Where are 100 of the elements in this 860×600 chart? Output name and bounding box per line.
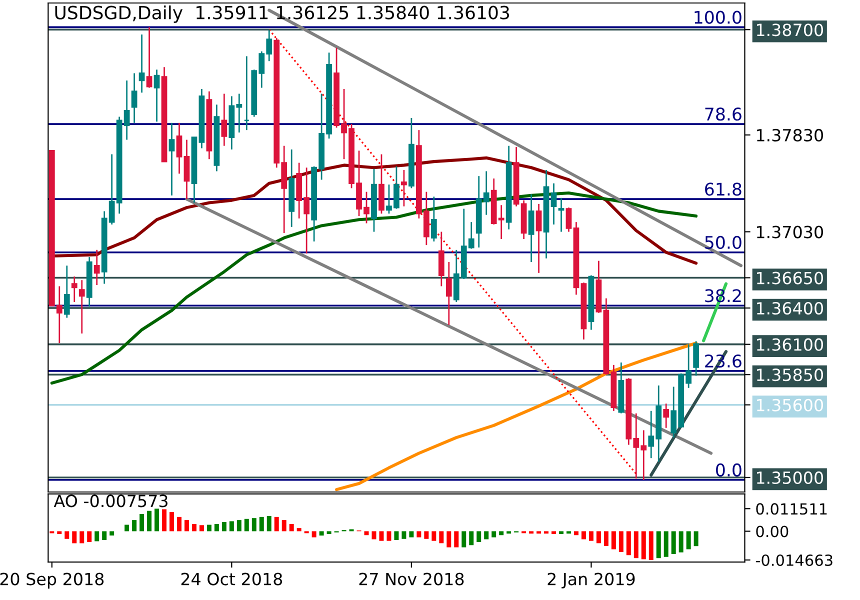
- bar: [596, 531, 601, 544]
- bar: [402, 531, 406, 539]
- line-series: [335, 342, 698, 492]
- y-tick-label: 1.36400: [757, 302, 823, 315]
- annotation: 100.0: [694, 10, 742, 24]
- candlestick: [430, 196, 437, 242]
- bar: [312, 531, 316, 538]
- bar: [244, 518, 249, 532]
- bar: [611, 531, 616, 550]
- bar: [296, 528, 302, 532]
- candlestick: [138, 34, 145, 94]
- bar: [656, 531, 661, 558]
- bar: [694, 531, 698, 546]
- annotation: 78.6: [705, 108, 742, 121]
- bar: [176, 516, 182, 532]
- bar: [588, 531, 594, 541]
- bar: [506, 531, 512, 534]
- bar: [170, 512, 174, 532]
- y-tick-label: 1.36100: [757, 338, 823, 351]
- annotation: 0.0: [716, 463, 742, 477]
- y-tick-label: 1.35850: [757, 368, 823, 382]
- y-tick-label: 1.37030: [757, 226, 823, 238]
- bar: [72, 531, 77, 544]
- x-tick-label: 2 Jan 2019: [548, 572, 635, 588]
- bar: [664, 531, 668, 557]
- bar: [154, 508, 160, 532]
- candlestick: [663, 402, 670, 429]
- bar: [536, 531, 542, 534]
- bar: [566, 531, 571, 534]
- y-tick-label: 1.35000: [757, 471, 823, 484]
- y-tick-label: -0.014663: [756, 554, 832, 566]
- candlestick: [168, 122, 175, 196]
- bar: [492, 531, 496, 538]
- bar: [544, 531, 549, 534]
- bar: [469, 531, 474, 546]
- bar: [559, 531, 564, 534]
- bar: [229, 521, 234, 532]
- bar: [499, 531, 504, 536]
- bar: [199, 525, 204, 532]
- bar: [574, 531, 578, 536]
- line-series: [50, 192, 698, 385]
- candlestick: [536, 203, 542, 274]
- candlestick: [64, 264, 70, 318]
- bar: [484, 531, 489, 540]
- bar: [206, 524, 212, 532]
- candlestick: [71, 276, 78, 303]
- bar: [266, 516, 272, 532]
- bar: [57, 531, 62, 534]
- bar: [529, 531, 534, 534]
- bar: [140, 514, 144, 532]
- bar: [132, 520, 137, 532]
- x-tick-label: 27 Nov 2018: [359, 572, 464, 586]
- bar: [214, 524, 219, 532]
- y-tick-label: 0.00: [756, 526, 788, 538]
- bar: [641, 531, 646, 560]
- bar: [626, 531, 631, 556]
- y-tick-label: 1.35600: [757, 398, 823, 412]
- candlestick: [154, 68, 160, 122]
- bar: [184, 520, 189, 532]
- bar: [364, 531, 369, 536]
- y-tick-label: 1.38700: [757, 24, 823, 36]
- candlestick: [693, 340, 700, 376]
- bar: [124, 524, 130, 532]
- bar: [87, 531, 92, 542]
- bar: [648, 531, 654, 560]
- bar: [80, 531, 84, 544]
- y-tick-label: 0.011511: [756, 503, 827, 515]
- bar: [162, 509, 167, 532]
- annotation: 50.0: [705, 236, 742, 249]
- bar: [581, 531, 586, 540]
- candlestick: [94, 249, 100, 286]
- bar: [416, 531, 422, 538]
- bar: [252, 518, 256, 532]
- bar: [326, 531, 332, 534]
- candlestick: [131, 72, 138, 124]
- bar: [678, 531, 684, 552]
- bar: [446, 531, 452, 548]
- bar: [618, 531, 624, 552]
- bar: [409, 531, 414, 538]
- candlestick: [558, 197, 564, 232]
- bar: [462, 531, 466, 548]
- bar: [102, 531, 107, 540]
- annotation: 61.8: [705, 182, 742, 196]
- bar: [552, 531, 556, 534]
- candlestick: [401, 169, 407, 208]
- bar: [424, 531, 429, 539]
- bar: [604, 531, 608, 546]
- chart-title: AO -0.007573: [54, 494, 168, 508]
- bar: [147, 510, 152, 532]
- candlestick: [176, 122, 182, 174]
- bar: [454, 531, 459, 548]
- candlestick: [221, 93, 228, 147]
- bar: [634, 531, 638, 558]
- bar: [671, 531, 676, 554]
- bar: [282, 520, 286, 532]
- bar: [289, 524, 294, 532]
- bar: [379, 531, 384, 541]
- bar: [222, 522, 226, 532]
- bar: [94, 531, 100, 542]
- bar: [274, 516, 279, 532]
